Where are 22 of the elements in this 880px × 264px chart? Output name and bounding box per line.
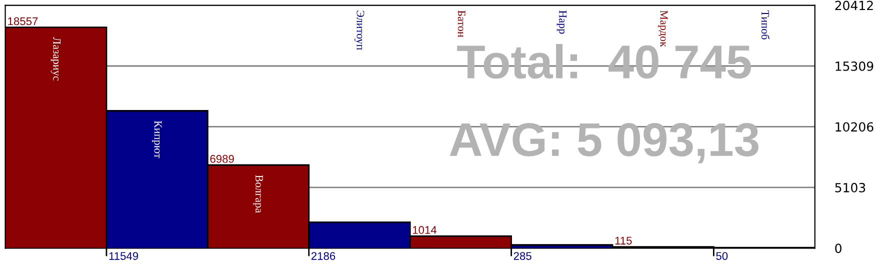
data-label: 1014 [412, 226, 436, 234]
data-label: 18557 [8, 17, 38, 26]
y-tick-label: 0 [835, 244, 842, 254]
data-label: 2186 [311, 252, 336, 260]
data-label: 6989 [210, 154, 234, 163]
x-tick-label: Мардок [658, 10, 668, 47]
y-tick-label: 10206 [836, 122, 874, 132]
data-label: 11549 [109, 252, 138, 260]
y-tick-label: 15309 [836, 61, 874, 71]
x-tick-label: Кипрют [152, 120, 162, 158]
x-tick-label: Элитоуп [354, 10, 364, 50]
y-tick-label: 5103 [835, 182, 866, 192]
x-tick-label: Батон [458, 10, 466, 38]
annotation: AVG: 5 093,13 [450, 122, 758, 164]
data-label: 115 [615, 236, 632, 245]
x-tick-label: Типоб [762, 10, 770, 40]
x-tick-label: Лазариус [50, 37, 61, 81]
x-tick-label: Нарр [556, 10, 566, 34]
x-tick-label: Волгара [253, 175, 263, 213]
y-tick-label: 20412 [835, 0, 873, 10]
data-label: 50 [716, 252, 728, 260]
data-label: 285 [514, 252, 532, 260]
